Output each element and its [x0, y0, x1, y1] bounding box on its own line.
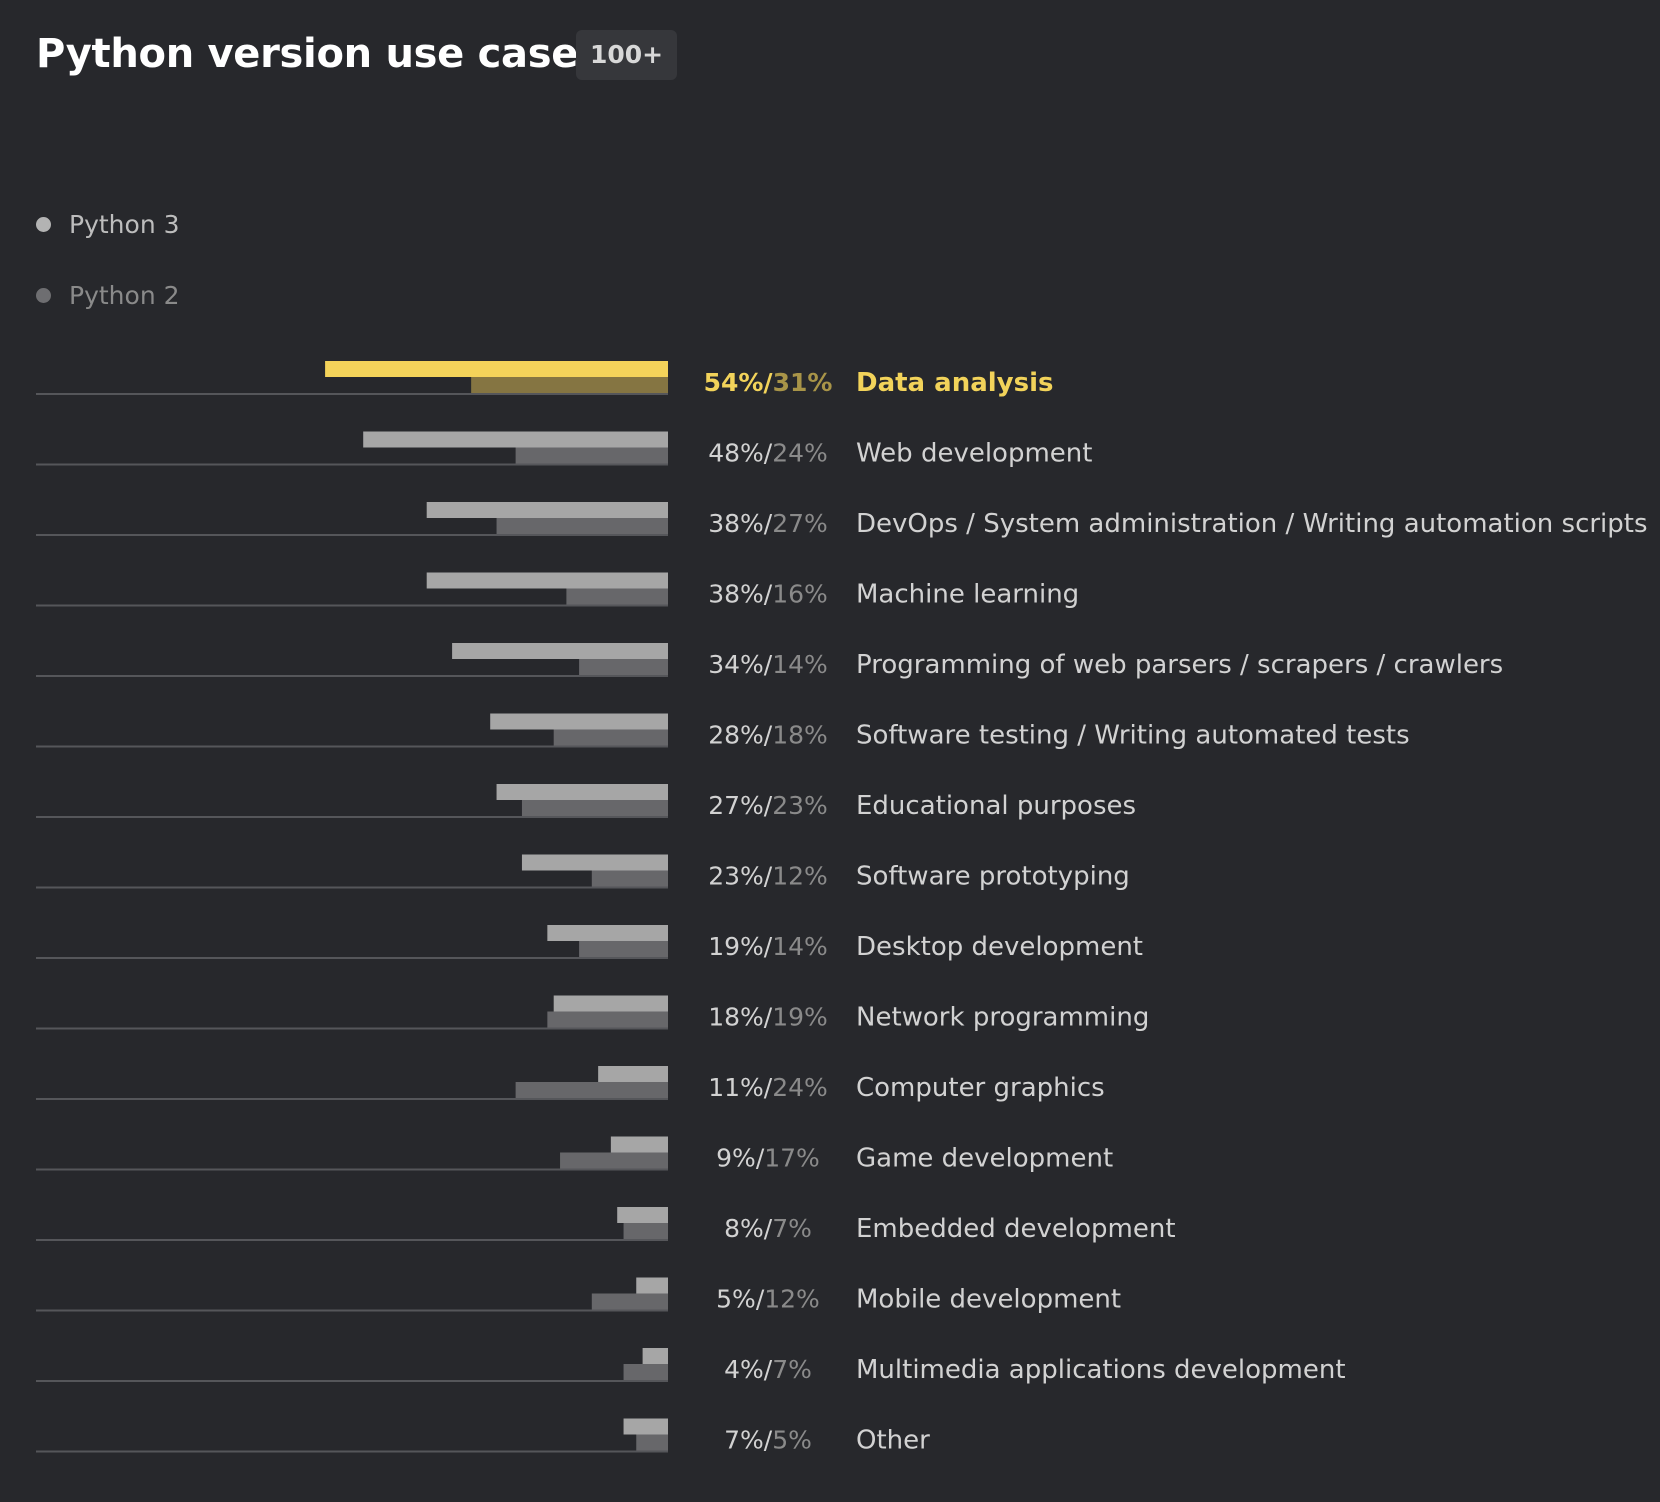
legend-item-python3[interactable]: Python 3 [36, 210, 180, 239]
bar-python2 [496, 518, 668, 534]
bar-python2 [591, 870, 668, 887]
bar-python3 [325, 361, 668, 377]
bar-row[interactable]: 9%/17% Game development [36, 1136, 1113, 1174]
bar-python3 [617, 1207, 668, 1223]
category-label: Machine learning [856, 580, 1079, 610]
legend-dot-icon-python2 [36, 288, 51, 303]
bar-row[interactable]: 54%/31% Data analysis [36, 361, 1053, 398]
bar-python3 [598, 1066, 668, 1082]
bar-python3 [363, 431, 668, 448]
category-label: Network programming [856, 1003, 1149, 1033]
bar-python2 [560, 1152, 668, 1169]
bar-python2 [579, 659, 668, 675]
bar-python3 [426, 502, 668, 518]
bar-python3 [623, 1418, 668, 1435]
bar-row[interactable]: 11%/24% Computer graphics [36, 1066, 1105, 1103]
bar-python2 [521, 800, 668, 816]
bar-row[interactable]: 38%/16% Machine learning [36, 572, 1079, 610]
category-label: Data analysis [856, 368, 1053, 398]
value-label: 5%/12% [716, 1285, 820, 1314]
value-label: 54%/31% [704, 368, 833, 397]
bar-python3 [610, 1136, 668, 1153]
value-label: 27%/23% [708, 791, 828, 820]
bar-python2 [553, 729, 668, 746]
category-label: Mobile development [856, 1285, 1121, 1315]
bar-row[interactable]: 19%/14% Desktop development [36, 925, 1143, 962]
value-label: 9%/17% [716, 1144, 820, 1173]
value-label: 48%/24% [708, 439, 828, 468]
value-label: 19%/14% [708, 932, 828, 961]
value-label: 38%/27% [708, 509, 828, 538]
value-label: 11%/24% [708, 1073, 828, 1102]
chart-title: Python version use cases [36, 31, 602, 77]
bar-row[interactable]: 8%/7% Embedded development [36, 1207, 1176, 1244]
bar-row[interactable]: 7%/5% Other [36, 1418, 930, 1456]
category-label: Other [856, 1426, 930, 1456]
bar-python2 [623, 1364, 668, 1380]
category-label: DevOps / System administration / Writing… [856, 509, 1648, 539]
bar-row[interactable]: 48%/24% Web development [36, 431, 1092, 469]
bar-row[interactable]: 38%/27% DevOps / System administration / … [36, 502, 1648, 539]
category-label: Multimedia applications development [856, 1355, 1346, 1385]
bar-python2 [566, 588, 668, 605]
category-label: Game development [856, 1144, 1113, 1174]
category-label: Desktop development [856, 932, 1143, 962]
bar-python2 [515, 447, 668, 464]
value-label: 38%/16% [708, 580, 828, 609]
legend-item-python2[interactable]: Python 2 [36, 281, 180, 310]
legend-label-python2: Python 2 [69, 281, 180, 310]
value-label: 4%/7% [724, 1355, 812, 1384]
bar-python2 [591, 1293, 668, 1310]
bar-row[interactable]: 23%/12% Software prototyping [36, 854, 1130, 892]
category-label: Web development [856, 439, 1092, 469]
value-label: 28%/18% [708, 721, 828, 750]
category-label: Computer graphics [856, 1073, 1105, 1103]
bar-python2 [471, 377, 668, 393]
value-label: 7%/5% [724, 1426, 812, 1455]
value-label: 18%/19% [708, 1003, 828, 1032]
bar-python2 [547, 1011, 668, 1028]
bar-python2 [636, 1434, 668, 1451]
bar-python3 [490, 713, 668, 730]
bar-row[interactable]: 34%/14% Programming of web parsers / scra… [36, 643, 1503, 680]
bar-python3 [496, 784, 668, 800]
bar-python3 [553, 995, 668, 1012]
bar-row[interactable]: 18%/19% Network programming [36, 995, 1149, 1033]
bar-row[interactable]: 28%/18% Software testing / Writing automa… [36, 713, 1410, 751]
bar-python2 [579, 941, 668, 957]
category-label: Embedded development [856, 1214, 1176, 1244]
bar-python3 [636, 1277, 668, 1294]
bar-row[interactable]: 4%/7% Multimedia applications development [36, 1348, 1346, 1385]
category-label: Educational purposes [856, 791, 1136, 821]
legend-label-python3: Python 3 [69, 210, 180, 239]
value-label: 8%/7% [724, 1214, 812, 1243]
category-label: Software testing / Writing automated tes… [856, 721, 1410, 751]
bar-python3 [426, 572, 668, 589]
bar-row[interactable]: 27%/23% Educational purposes [36, 784, 1136, 821]
legend-dot-icon-python3 [36, 217, 51, 232]
value-label: 34%/14% [708, 650, 828, 679]
bar-python3 [521, 854, 668, 871]
bar-row[interactable]: 5%/12% Mobile development [36, 1277, 1121, 1315]
value-label: 23%/12% [708, 862, 828, 891]
bar-python2 [515, 1082, 668, 1098]
bar-python3 [547, 925, 668, 941]
bar-python3 [642, 1348, 668, 1364]
category-label: Programming of web parsers / scrapers / … [856, 650, 1503, 680]
respondents-badge: 100+ [576, 30, 678, 80]
category-label: Software prototyping [856, 862, 1130, 892]
bar-python2 [623, 1223, 668, 1239]
bar-python3 [452, 643, 668, 659]
